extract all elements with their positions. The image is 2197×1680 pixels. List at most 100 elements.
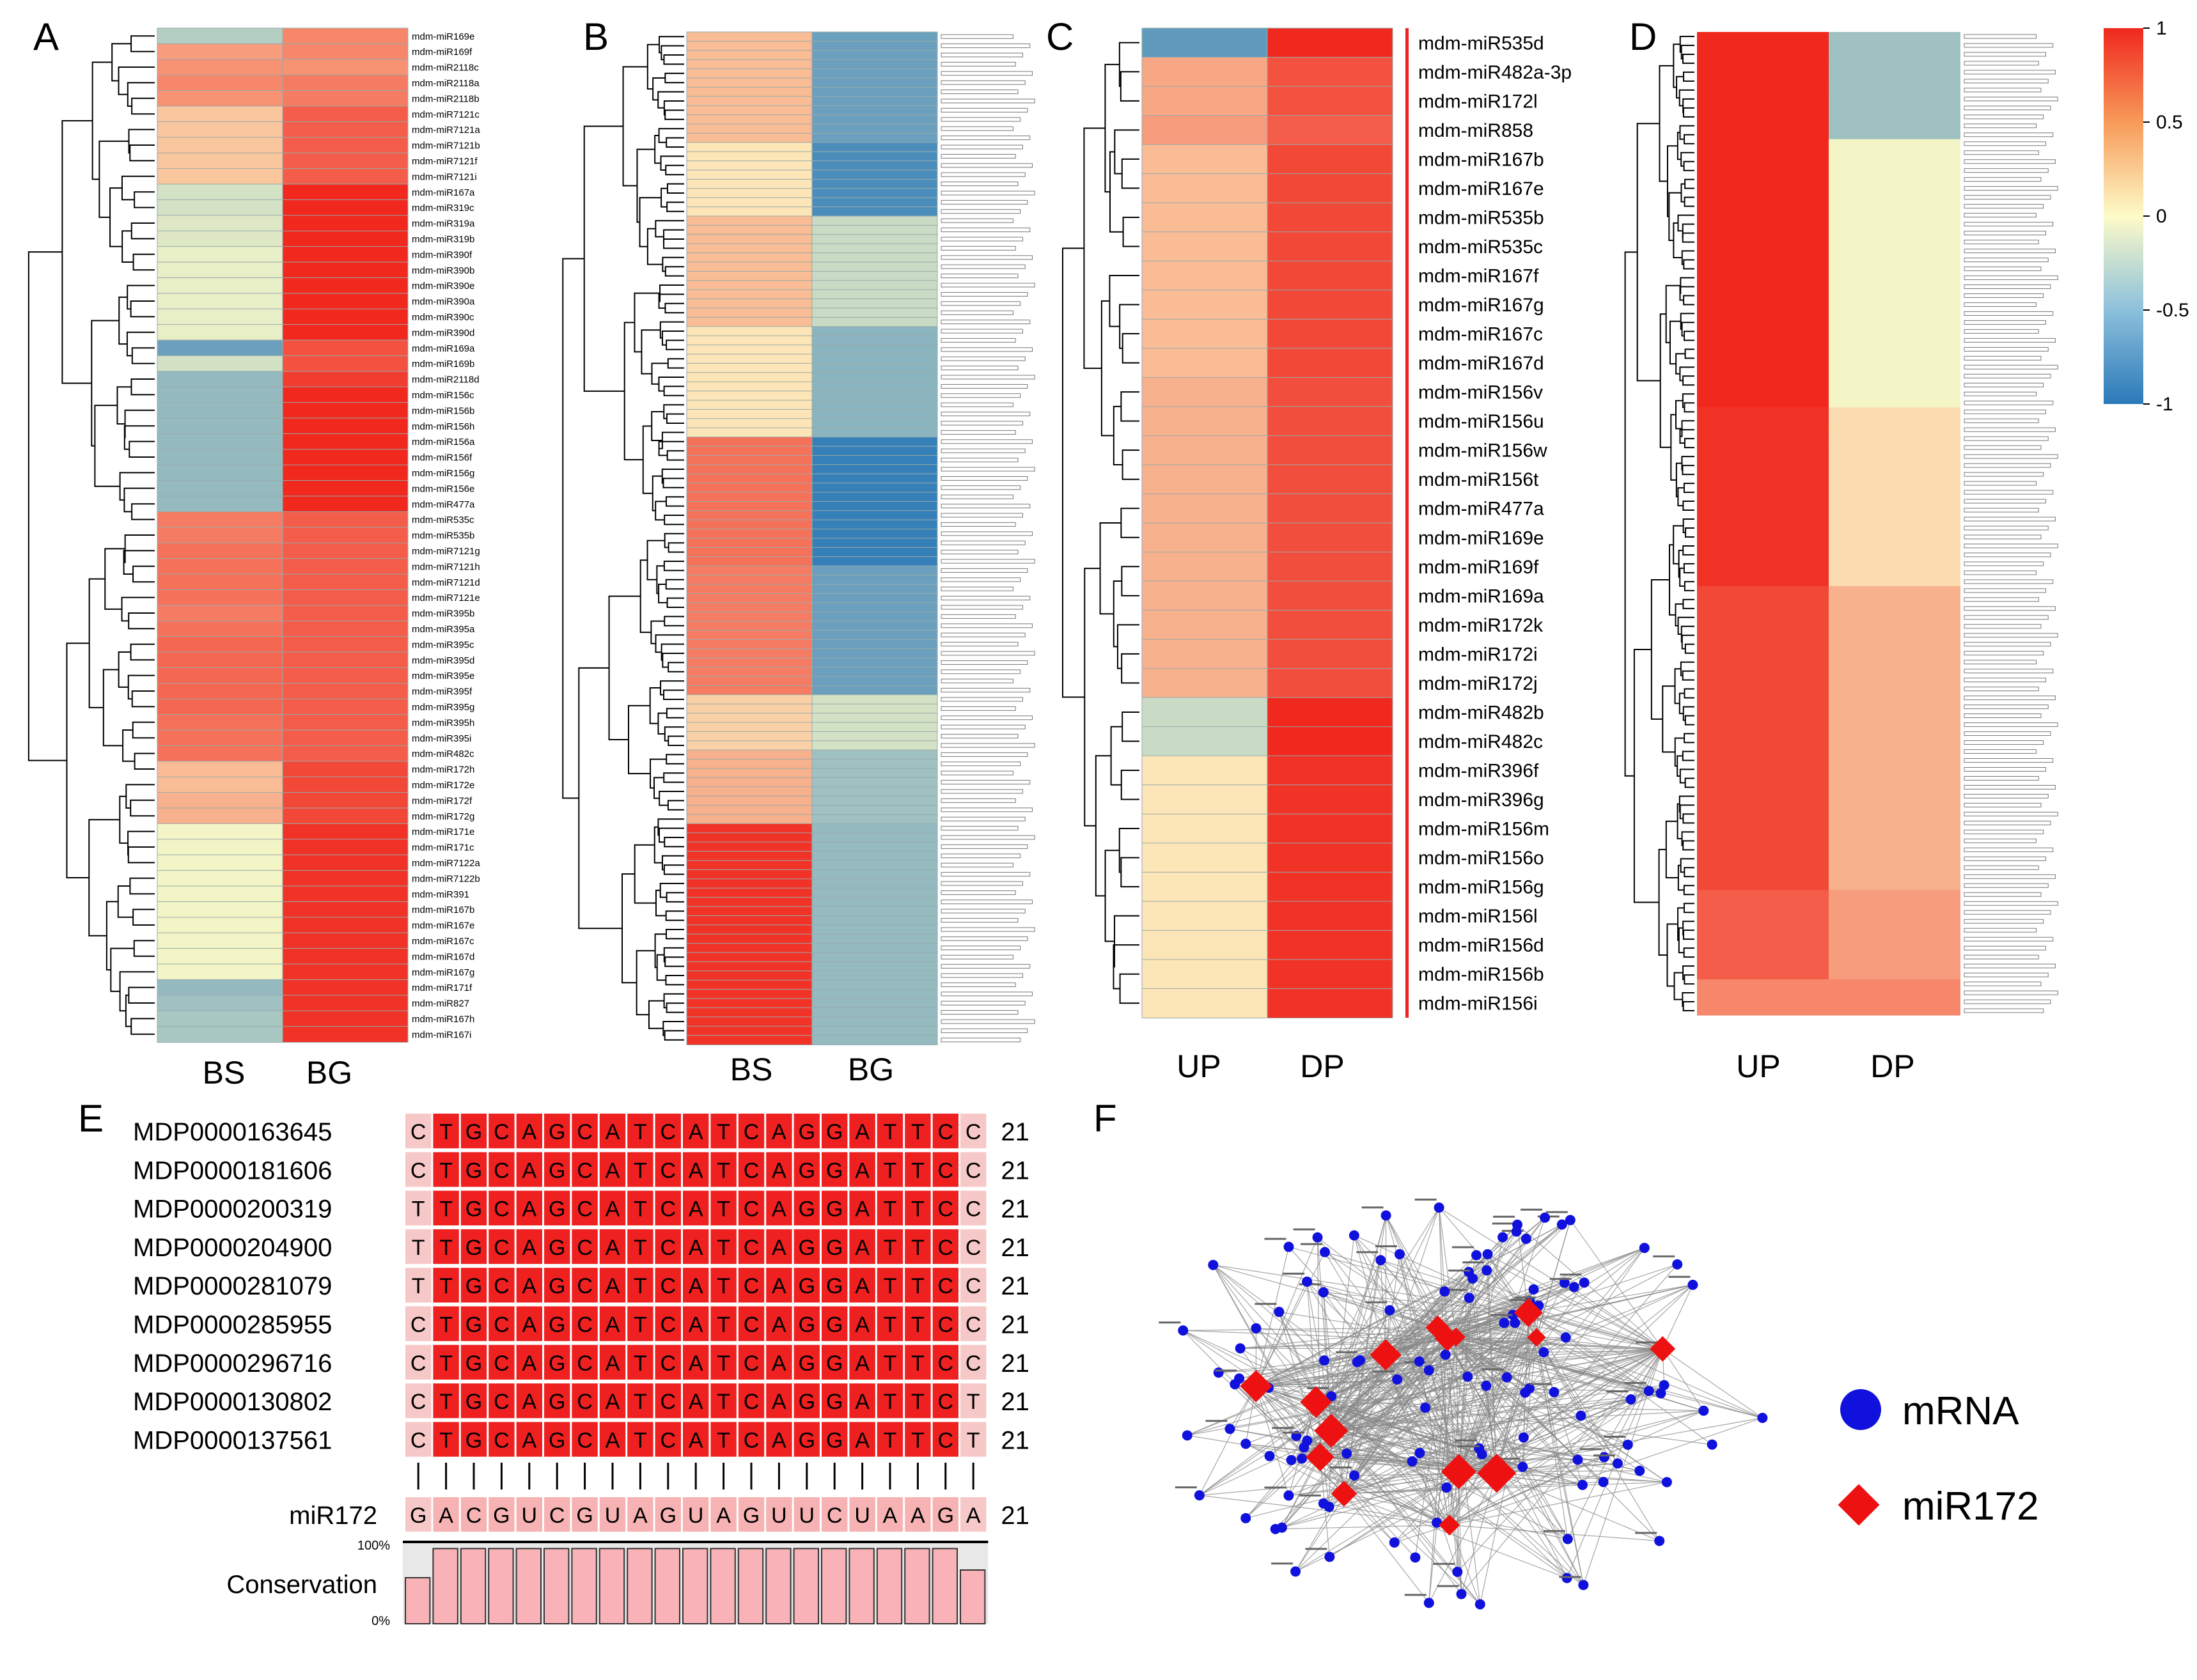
heatmap-b-cell bbox=[686, 1035, 813, 1045]
heatmap-d-cell bbox=[1829, 774, 1960, 783]
heatmap-b-cell bbox=[686, 841, 813, 852]
alignment-cell bbox=[544, 1344, 570, 1380]
alignment-cell bbox=[683, 1229, 709, 1264]
heatmap-b-row-label bbox=[941, 448, 1026, 453]
heatmap-c-cell bbox=[1141, 929, 1268, 960]
heatmap-d-row-label bbox=[1964, 552, 2051, 557]
network-edge bbox=[1458, 1284, 1693, 1472]
heatmap-a-cell bbox=[157, 324, 283, 341]
heatmap-b-cell bbox=[686, 722, 813, 733]
heatmap-d-cell bbox=[1697, 103, 1829, 113]
network-edge bbox=[1329, 1348, 1663, 1557]
heatmap-a-cell bbox=[282, 464, 409, 481]
network-edge bbox=[1449, 1247, 1645, 1526]
network-node-label bbox=[1283, 1272, 1305, 1275]
network-node-label bbox=[1668, 1275, 1691, 1278]
alignment-cell bbox=[738, 1383, 765, 1419]
heatmap-a-cell bbox=[157, 885, 283, 903]
heatmap-a-row-label: mdm-miR7121g bbox=[412, 546, 480, 557]
heatmap-c-cell bbox=[1267, 959, 1393, 990]
heatmap-d-cell bbox=[1697, 648, 1829, 658]
heatmap-b-row-label bbox=[941, 688, 1031, 693]
alignment-char: C bbox=[744, 1120, 760, 1144]
heatmap-c-cell bbox=[1267, 784, 1393, 815]
heatmap-d-dendrogram-branch bbox=[1680, 420, 1694, 437]
heatmap-b-cell bbox=[686, 96, 813, 107]
network-mrna-node bbox=[1471, 1250, 1482, 1261]
heatmap-d-dendrogram-branch bbox=[1682, 929, 1694, 940]
heatmap-b-cell bbox=[811, 31, 938, 42]
heatmap-b-row-label bbox=[941, 255, 1033, 260]
network-edge bbox=[1320, 1349, 1661, 1458]
heatmap-b-cell bbox=[811, 151, 938, 162]
alignment-char: C bbox=[938, 1428, 954, 1452]
heatmap-b-cell bbox=[811, 160, 938, 171]
heatmap-c-dendrogram-branch bbox=[1113, 405, 1123, 465]
heatmap-b-row-label bbox=[941, 310, 1013, 315]
network-edge bbox=[1397, 1348, 1663, 1380]
heatmap-c-cell bbox=[1141, 318, 1268, 349]
heatmap-a-dendrogram-branch bbox=[133, 940, 155, 957]
heatmap-d-row-label bbox=[1964, 749, 2037, 754]
heatmap-d-cell bbox=[1697, 291, 1829, 300]
heatmap-c-cell bbox=[1141, 552, 1268, 582]
heatmap-d-cell bbox=[1697, 684, 1829, 694]
heatmap-b-row-label bbox=[941, 945, 1021, 951]
alignment-cell bbox=[655, 1344, 681, 1380]
heatmap-c-cell bbox=[1141, 639, 1268, 669]
heatmap-a-cell bbox=[157, 293, 283, 310]
heatmap-d-row-label bbox=[1964, 186, 2058, 191]
heatmap-a-dendrogram-branch bbox=[132, 908, 155, 926]
heatmap-a-dendrogram-branch bbox=[109, 187, 123, 247]
network-mrna-node bbox=[1423, 1365, 1434, 1376]
network-edge bbox=[1449, 1417, 1763, 1526]
alignment-cell bbox=[849, 1383, 875, 1419]
alignment-cell bbox=[932, 1229, 958, 1264]
heatmap-b-cell bbox=[686, 565, 813, 576]
network-edge bbox=[1320, 1322, 1515, 1458]
alignment-cell bbox=[489, 1306, 515, 1341]
heatmap-a-cell bbox=[282, 246, 409, 263]
heatmap-b-cell bbox=[811, 841, 938, 852]
heatmap-a-row-label: mdm-miR167g bbox=[412, 967, 474, 978]
heatmap-a-row-label: mdm-miR7121i bbox=[412, 171, 477, 182]
alignment-cell bbox=[405, 1383, 432, 1419]
alignment-char: A bbox=[689, 1390, 703, 1414]
heatmap-d-cell bbox=[1829, 639, 1960, 649]
alignment-mir-cell bbox=[433, 1497, 459, 1532]
heatmap-c-row-label: mdm-miR858 bbox=[1418, 120, 1533, 141]
heatmap-d-cell bbox=[1697, 782, 1829, 792]
alignment-char: G bbox=[549, 1390, 565, 1414]
network-edge bbox=[1255, 1386, 1292, 1461]
heatmap-d-dendrogram-branch bbox=[1684, 196, 1694, 207]
heatmap-b-cell bbox=[686, 933, 813, 944]
heatmap-b-row-label bbox=[941, 136, 1031, 141]
network-edge bbox=[1439, 1207, 1457, 1337]
heatmap-b-cell bbox=[811, 786, 938, 797]
alignment-cell bbox=[572, 1268, 598, 1303]
heatmap-d-row-label bbox=[1964, 517, 2056, 522]
colorbar-tick-label: -1 bbox=[2156, 394, 2173, 415]
network-mrna-node bbox=[1565, 1215, 1575, 1225]
alignment-char: T bbox=[717, 1428, 730, 1452]
network-mir-node bbox=[1441, 1454, 1477, 1489]
heatmap-b-row-label bbox=[941, 973, 1023, 978]
heatmap-b-cell bbox=[686, 906, 813, 917]
network-edge bbox=[1199, 1385, 1256, 1496]
heatmap-a-dendrogram-branch bbox=[130, 300, 155, 318]
alignment-char: A bbox=[772, 1236, 786, 1260]
heatmap-b-row-label bbox=[941, 550, 1019, 555]
alignment-cell bbox=[405, 1344, 432, 1380]
network-edge bbox=[1386, 1215, 1457, 1337]
network-edge bbox=[1343, 1493, 1568, 1540]
network-edge bbox=[1449, 1525, 1660, 1542]
colorbar-ticks: 10.50-0.5-1 bbox=[2143, 18, 2189, 415]
network-node-label bbox=[1606, 1390, 1629, 1393]
alignment-char: G bbox=[826, 1351, 843, 1376]
heatmap-b-cell bbox=[811, 243, 938, 254]
heatmap-b-cell bbox=[811, 427, 938, 438]
heatmap-b-row-label bbox=[941, 228, 1031, 233]
heatmap-c-row-label: mdm-miR156w bbox=[1418, 440, 1547, 462]
heatmap-c-dendrogram-branch bbox=[1110, 726, 1123, 786]
alignment-cell bbox=[599, 1344, 626, 1380]
